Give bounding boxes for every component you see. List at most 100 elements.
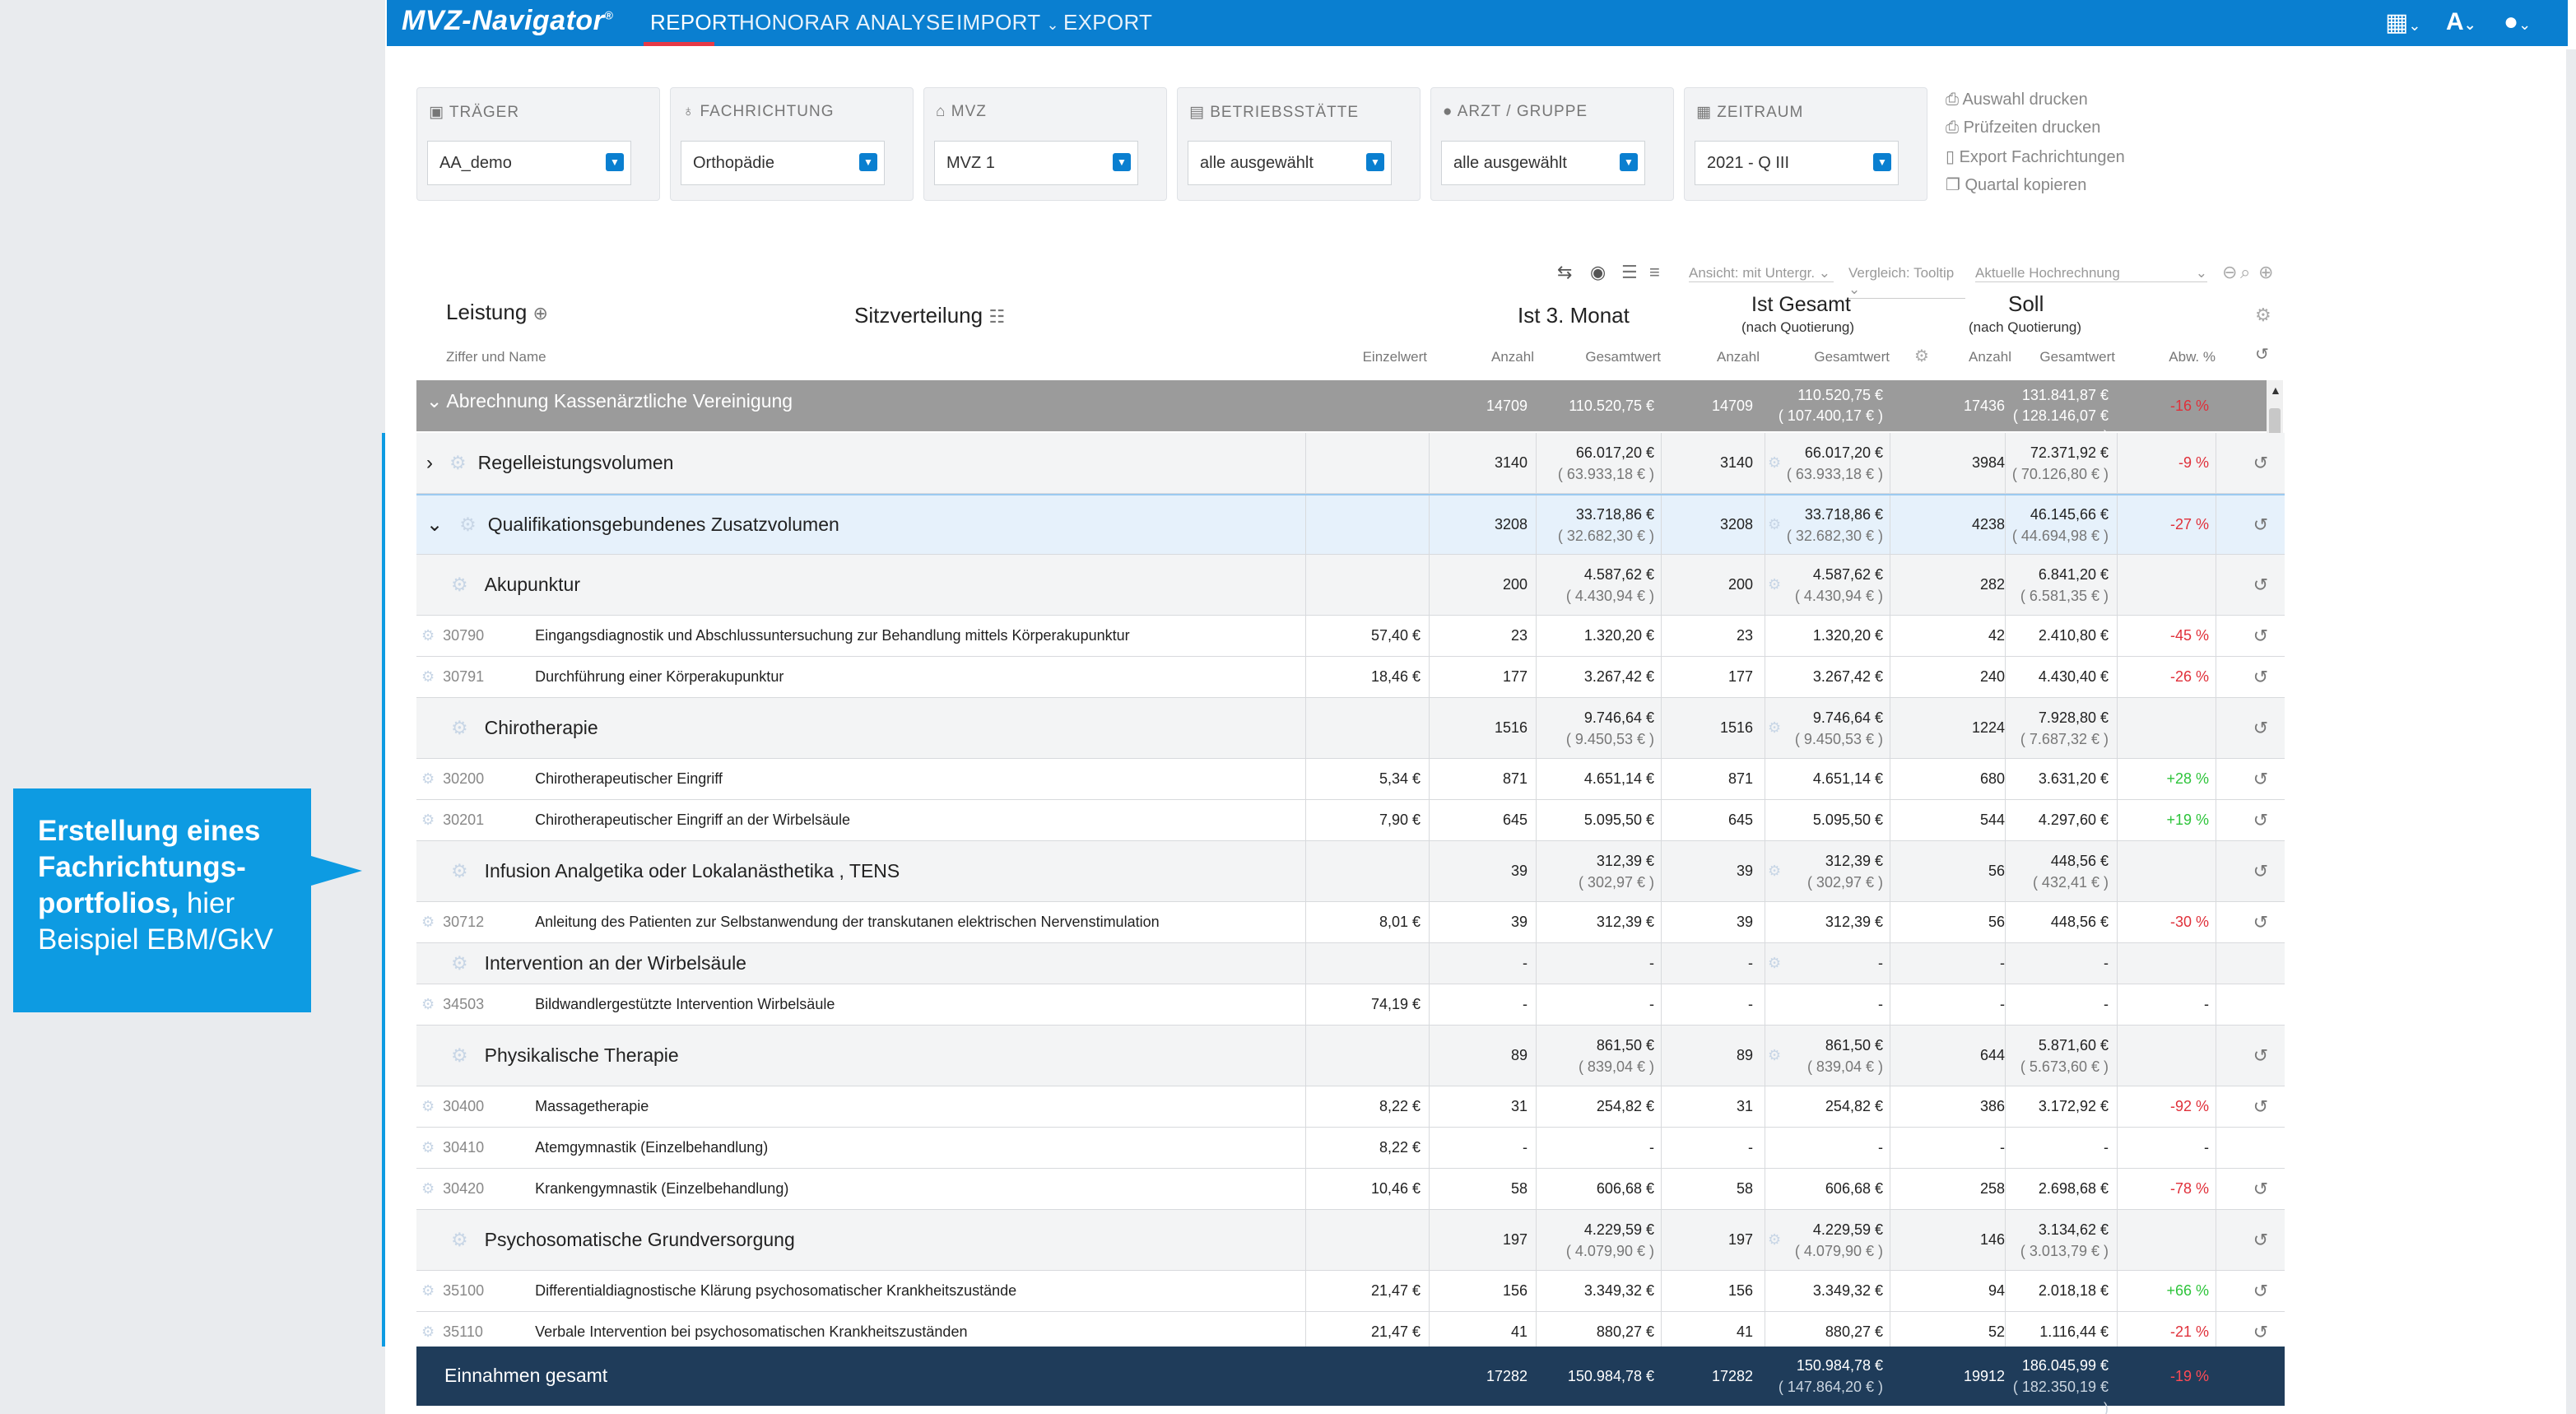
hochrechnung-select[interactable]: Aktuelle Hochrechnung ⌄ xyxy=(1975,265,2207,282)
reset-icon[interactable]: ↺ xyxy=(2253,1229,2268,1250)
reset-icon[interactable]: ↺ xyxy=(2253,1044,2268,1066)
item-code: 30420 xyxy=(443,1180,485,1197)
cell-a1: 3208 xyxy=(1494,516,1527,533)
swap-icon[interactable]: ⇆ xyxy=(1557,262,1573,282)
settings-icon[interactable]: ⚙ xyxy=(421,996,435,1012)
table-row[interactable]: ⚙ 30200 Chirotherapeutischer Eingriff 5,34 … xyxy=(416,759,2285,800)
settings-icon[interactable]: ⚙ xyxy=(451,717,468,738)
table-row[interactable]: ⚙ 30400 Massagetherapie 8,22 € 31 254,82 € 31 2… xyxy=(416,1086,2285,1128)
table-row[interactable]: ⚙ 30712 Anleitung des Patienten zur Selbst… xyxy=(416,902,2285,943)
reset-icon[interactable]: ↺ xyxy=(2253,1280,2268,1301)
settings-icon[interactable]: ⚙ xyxy=(451,1044,468,1066)
plus-circle-icon[interactable]: ⊕ xyxy=(532,303,548,323)
settings-icon[interactable]: ⚙ xyxy=(1768,1047,1782,1063)
table-row[interactable]: ⚙ 30420 Krankengymnastik (Einzelbehandlung… xyxy=(416,1169,2285,1210)
vergleich-select[interactable]: Vergleich: Tooltip ⌄ xyxy=(1848,265,1965,299)
chevron-down-icon[interactable]: ⌄ xyxy=(426,514,444,536)
settings-icon[interactable]: ⚙ xyxy=(459,514,477,535)
summary-row[interactable]: ⌄ Abrechnung Kassenärztliche Vereinigung… xyxy=(416,380,2267,444)
nav-analyse[interactable]: ANALYSE xyxy=(856,10,956,35)
settings-icon[interactable]: ⚙ xyxy=(1768,863,1782,879)
subgroup-row[interactable]: ⚙ Physikalische Therapie 89 861,50 € ( 839,0… xyxy=(416,1026,2285,1086)
reset-icon[interactable]: ↺ xyxy=(2253,1095,2268,1117)
settings-icon[interactable]: ⚙ xyxy=(1768,1231,1782,1248)
font-size-icon[interactable]: A⌄ xyxy=(2446,8,2476,35)
table-row[interactable]: ⚙ 30791 Durchführung einer Körperakupunktu… xyxy=(416,657,2285,698)
settings-icon[interactable]: ⚙ xyxy=(2255,305,2271,325)
group-row[interactable]: ⌄ ⚙ Qualifikationsgebundenes Zusatzvolumen… xyxy=(416,494,2285,555)
reset-icon[interactable]: ↺ xyxy=(2253,860,2268,881)
filter-mvz-select[interactable]: MVZ 1 ▼ xyxy=(934,141,1138,185)
reset-icon[interactable]: ↺ xyxy=(2253,768,2268,789)
nav-export[interactable]: EXPORT xyxy=(1063,10,1153,35)
settings-icon[interactable]: ⚙ xyxy=(451,860,468,881)
reset-icon[interactable]: ↺ xyxy=(2253,1321,2268,1342)
zoom-in-icon[interactable]: ⊕ xyxy=(2258,262,2274,282)
settings-icon[interactable]: ⚙ xyxy=(421,668,435,685)
settings-icon[interactable]: ⚙ xyxy=(421,1282,435,1299)
group-row[interactable]: › ⚙ Regelleistungsvolumen 3140 66.017,20 € ( … xyxy=(416,433,2285,494)
brand-logo[interactable]: MVZ-Navigator® xyxy=(402,5,613,37)
reset-icon[interactable]: ↺ xyxy=(2253,809,2268,830)
reset-icon[interactable]: ↺ xyxy=(2255,346,2269,364)
table-row[interactable]: ⚙ 30410 Atemgymnastik (Einzelbehandlung) 8,… xyxy=(416,1128,2285,1169)
search-icon[interactable]: ⌕ xyxy=(2240,262,2251,282)
reset-icon[interactable]: ↺ xyxy=(2253,1178,2268,1199)
ansicht-select[interactable]: Ansicht: mit Untergr. ⌄ xyxy=(1689,265,1834,282)
filter-fachrichtung-select[interactable]: Orthopädie ▼ xyxy=(681,141,885,185)
table-row[interactable]: ⚙ 34503 Bildwandlergestützte Intervention … xyxy=(416,984,2285,1026)
reset-icon[interactable]: ↺ xyxy=(2253,666,2268,687)
settings-icon[interactable]: ⚙ xyxy=(1768,576,1782,593)
reset-icon[interactable]: ↺ xyxy=(2253,514,2268,535)
settings-icon[interactable]: ⚙ xyxy=(421,812,435,828)
indent-icon[interactable]: ☰ xyxy=(1621,262,1638,282)
table-icon[interactable]: ▦⌄ xyxy=(2385,9,2421,36)
scroll-up-icon[interactable]: ▲ xyxy=(2270,384,2281,397)
nav-import[interactable]: IMPORT ⌄ xyxy=(956,10,1059,35)
settings-icon[interactable]: ⚙ xyxy=(451,1229,468,1250)
settings-icon[interactable]: ⚙ xyxy=(421,1139,435,1156)
filter-betriebsstaette-select[interactable]: alle ausgewählt ▼ xyxy=(1188,141,1392,185)
subgroup-row[interactable]: ⚙ Intervention an der Wirbelsäule - - - - - - ⚙ xyxy=(416,943,2285,984)
subgroup-row[interactable]: ⚙ Akupunktur 200 4.587,62 € ( 4.430,94 € ) 20… xyxy=(416,555,2285,616)
filter-arzt-select[interactable]: alle ausgewählt ▼ xyxy=(1441,141,1645,185)
reset-icon[interactable]: ↺ xyxy=(2253,717,2268,738)
settings-icon[interactable]: ⚙ xyxy=(1768,955,1782,971)
reset-icon[interactable]: ↺ xyxy=(2253,911,2268,933)
settings-icon[interactable]: ⚙ xyxy=(421,770,435,787)
settings-icon[interactable]: ⚙ xyxy=(421,627,435,644)
settings-icon[interactable]: ⚙ xyxy=(451,952,468,974)
action-export-fachrichtungen[interactable]: ▯ Export Fachrichtungen xyxy=(1946,147,2125,167)
list-icon[interactable]: ≡ xyxy=(1649,262,1660,282)
filter-traeger-select[interactable]: AA_demo ▼ xyxy=(427,141,631,185)
settings-icon[interactable]: ⚙ xyxy=(451,574,468,595)
table-row[interactable]: ⚙ 35100 Differentialdiagnostische Klärung … xyxy=(416,1271,2285,1312)
subgroup-row[interactable]: ⚙ Psychosomatische Grundversorgung 197 4.22… xyxy=(416,1210,2285,1271)
reset-icon[interactable]: ↺ xyxy=(2253,452,2268,473)
settings-icon[interactable]: ⚙ xyxy=(1768,454,1782,471)
table-row[interactable]: ⚙ 30201 Chirotherapeutischer Eingriff an d… xyxy=(416,800,2285,841)
filter-zeitraum-select[interactable]: 2021 - Q III ▼ xyxy=(1695,141,1899,185)
subgroup-row[interactable]: ⚙ Infusion Analgetika oder Lokalanästheti… xyxy=(416,841,2285,902)
settings-icon[interactable]: ⚙ xyxy=(1768,516,1782,533)
settings-icon[interactable]: ⚙ xyxy=(421,1098,435,1114)
nav-honorar[interactable]: HONORAR xyxy=(739,10,850,35)
table-row[interactable]: ⚙ 30790 Eingangsdiagnostik und Abschlussun… xyxy=(416,616,2285,657)
reset-icon[interactable]: ↺ xyxy=(2253,625,2268,646)
settings-icon[interactable]: ⚙ xyxy=(1914,347,1929,365)
action-pruefzeiten-drucken[interactable]: ⎙ Prüfzeiten drucken xyxy=(1946,119,2100,137)
reset-icon[interactable]: ↺ xyxy=(2253,574,2268,595)
settings-icon[interactable]: ⚙ xyxy=(449,452,467,473)
zoom-out-icon[interactable]: ⊖ xyxy=(2222,262,2238,282)
chevron-right-icon[interactable]: › xyxy=(426,451,433,474)
eye-icon[interactable]: ◉ xyxy=(1590,262,1607,282)
user-icon[interactable]: ●⌄ xyxy=(2504,8,2532,35)
subgroup-row[interactable]: ⚙ Chirotherapie 1516 9.746,64 € ( 9.450,53 €… xyxy=(416,698,2285,759)
nav-report[interactable]: REPORT xyxy=(650,10,741,35)
settings-icon[interactable]: ⚙ xyxy=(421,1323,435,1340)
settings-icon[interactable]: ⚙ xyxy=(421,914,435,930)
action-auswahl-drucken[interactable]: ⎙ Auswahl drucken xyxy=(1946,91,2088,109)
settings-icon[interactable]: ⚙ xyxy=(1768,719,1782,736)
action-quartal-kopieren[interactable]: ❐ Quartal kopieren xyxy=(1946,174,2086,195)
settings-icon[interactable]: ⚙ xyxy=(421,1180,435,1197)
